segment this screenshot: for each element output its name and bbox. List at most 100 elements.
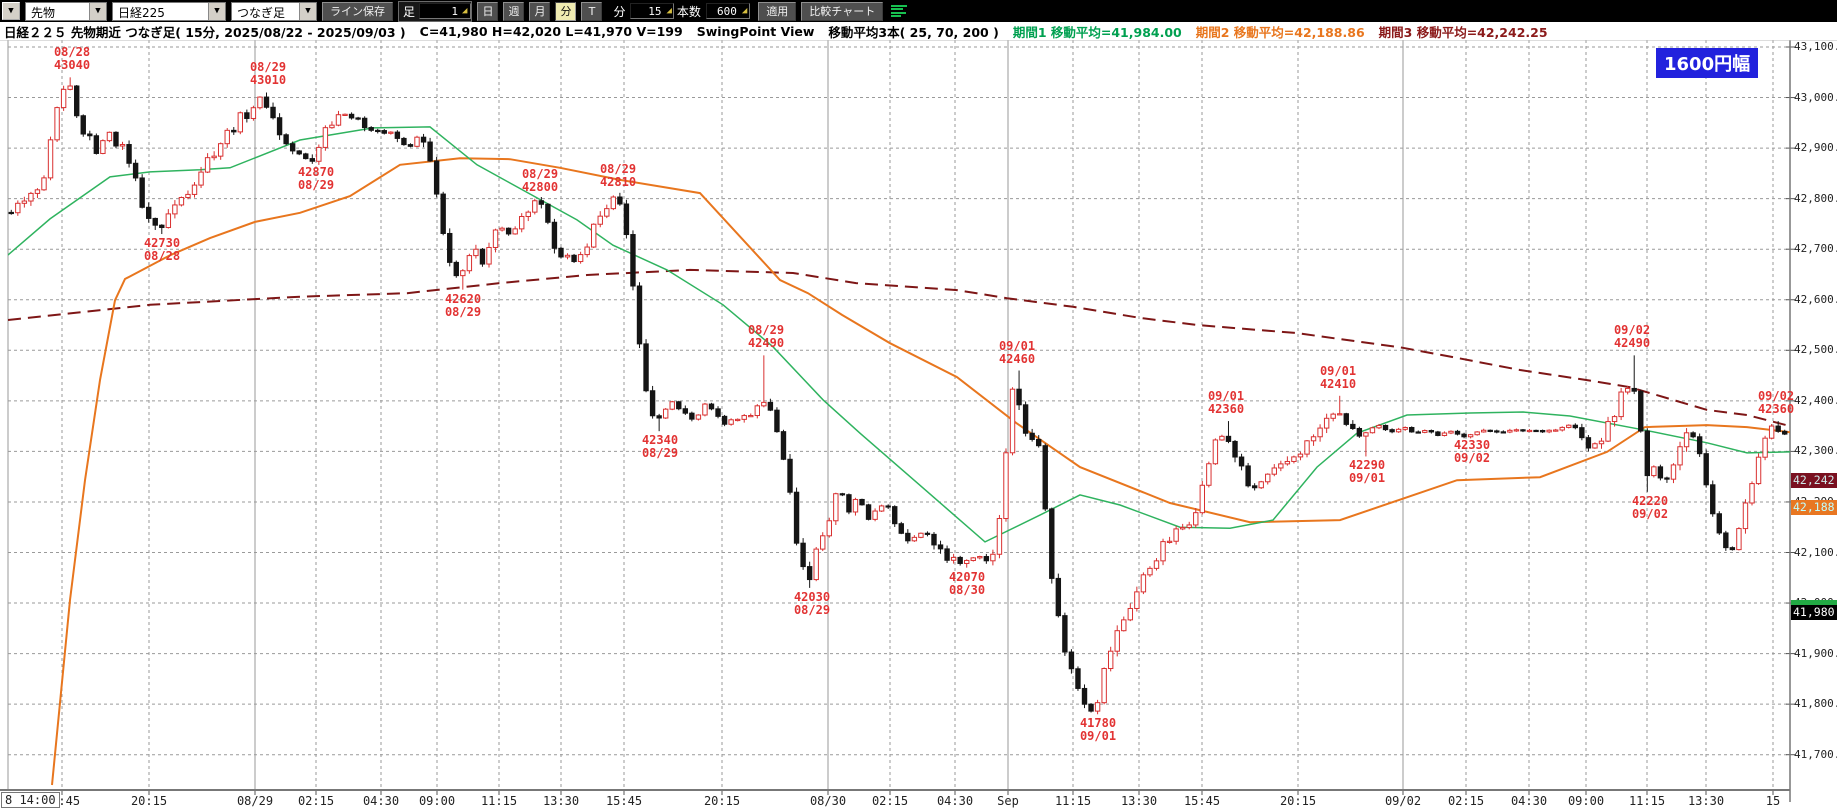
chevron-down-icon[interactable]: ▼ bbox=[89, 2, 106, 20]
market-select[interactable]: 先物 ▼ bbox=[25, 1, 107, 21]
x-axis-tick-label: 11:15 bbox=[480, 794, 518, 808]
bar-interval-group: 足 ◢ bbox=[398, 0, 473, 22]
swing-point-label: 09/02 42360 bbox=[1757, 389, 1795, 417]
swing-point-label: 42340 08/29 bbox=[641, 433, 679, 461]
swing-point-label: 08/29 42490 bbox=[747, 323, 785, 351]
spinner-icon[interactable]: ◢ bbox=[741, 6, 748, 16]
minute-interval-input[interactable] bbox=[630, 3, 675, 19]
compare-chart-button[interactable]: 比較チャート bbox=[801, 1, 884, 21]
chevron-down-icon[interactable]: ▼ bbox=[208, 2, 225, 20]
x-axis-tick-label: 15:45 bbox=[605, 794, 643, 808]
y-axis-tick-label: 41,700. bbox=[1794, 747, 1837, 761]
swing-point-label: 42030 08/29 bbox=[793, 589, 831, 617]
swing-point-label: 42870 08/29 bbox=[297, 165, 335, 193]
swing-point-label: 42620 08/29 bbox=[444, 291, 482, 319]
swing-point-label: 09/01 42460 bbox=[998, 338, 1036, 366]
axis-price-badge: 41,980 bbox=[1791, 605, 1837, 621]
swing-point-label: 41780 09/01 bbox=[1079, 716, 1117, 744]
y-axis-tick-label: 42,900. bbox=[1794, 141, 1837, 155]
x-axis-tick-label: 13:30 bbox=[1120, 794, 1158, 808]
x-axis-tick-label: 11:15 bbox=[1054, 794, 1092, 808]
swing-point-label: 42070 08/30 bbox=[948, 569, 986, 597]
bar-count-input[interactable] bbox=[705, 3, 750, 19]
y-axis-tick-label: 41,800. bbox=[1794, 697, 1837, 711]
swing-point-label: 09/01 42410 bbox=[1319, 363, 1357, 391]
swing-point-label: 09/02 42490 bbox=[1613, 323, 1651, 351]
y-axis-tick-label: 42,300. bbox=[1794, 444, 1837, 458]
y-axis-tick-label: 42,500. bbox=[1794, 343, 1837, 357]
y-axis-tick-label: 42,400. bbox=[1794, 393, 1837, 407]
market-select-value: 先物 bbox=[31, 5, 56, 20]
swing-point-label: 09/01 42360 bbox=[1207, 389, 1245, 417]
x-axis-tick-label: 20:15 bbox=[130, 794, 168, 808]
indicator-list-icon[interactable] bbox=[891, 3, 909, 19]
ma-settings-label: 移動平均3本( 25, 70, 200 ) bbox=[828, 24, 999, 40]
bar-label: 足 bbox=[403, 4, 416, 19]
ohlc-readout: C=41,980 H=42,020 L=41,970 V=199 bbox=[419, 23, 683, 39]
axis-price-badge: 42,242. bbox=[1791, 472, 1837, 488]
x-axis-tick-label: 04:30 bbox=[362, 794, 400, 808]
x-axis-tick-label: 04:30 bbox=[936, 794, 974, 808]
swing-point-label: 42730 08/28 bbox=[143, 236, 181, 264]
swing-point-label: 08/29 43010 bbox=[249, 60, 287, 88]
symbol-select[interactable]: 日経225 ▼ bbox=[112, 1, 226, 21]
period-month-button[interactable]: 月 bbox=[529, 1, 551, 21]
ma1-value: 期間1 移動平均=41,984.00 bbox=[1012, 24, 1182, 40]
x-axis-tick-label: 09:00 bbox=[418, 794, 456, 808]
swing-point-label: 08/29 42800 bbox=[521, 166, 559, 194]
apply-button[interactable]: 適用 bbox=[758, 1, 797, 21]
y-axis-tick-label: 42,100. bbox=[1794, 545, 1837, 559]
x-axis-tick-label: 20:15 bbox=[703, 794, 741, 808]
swing-point-label: 42330 09/02 bbox=[1453, 438, 1491, 466]
x-axis-tick-label: Sep bbox=[997, 794, 1019, 808]
x-axis-tick-label: 08/30 bbox=[809, 794, 847, 808]
bar-interval-input[interactable] bbox=[419, 3, 472, 19]
x-axis-tick-label: 04:30 bbox=[1510, 794, 1548, 808]
x-axis-tick-label: 13:30 bbox=[1687, 794, 1725, 808]
x-axis-first-label: 8 14:00 bbox=[1, 792, 60, 808]
x-axis-tick-label: 11:15 bbox=[1628, 794, 1666, 808]
period-week-button[interactable]: 週 bbox=[503, 1, 525, 21]
bar-count-label: 本数 bbox=[676, 4, 701, 19]
y-axis-tick-label: 43,100. bbox=[1794, 40, 1837, 53]
x-axis-tick-label: 08/29 bbox=[236, 794, 274, 808]
minute-label: 分 bbox=[613, 4, 626, 19]
ma2-value: 期間2 移動平均=42,188.86 bbox=[1195, 24, 1365, 40]
period-day-button[interactable]: 日 bbox=[477, 1, 499, 21]
ma3-value: 期間3 移動平均=42,242.25 bbox=[1378, 24, 1548, 40]
y-axis-tick-label: 43,000. bbox=[1794, 90, 1837, 104]
x-axis-tick-label: 02:15 bbox=[297, 794, 335, 808]
x-axis-tick-label: 20:15 bbox=[1279, 794, 1317, 808]
symbol-select-value: 日経225 bbox=[118, 5, 165, 20]
y-axis-tick-label: 42,700. bbox=[1794, 242, 1837, 256]
period-tick-button[interactable]: T bbox=[581, 1, 603, 21]
x-axis-tick-label: 13:30 bbox=[542, 794, 580, 808]
x-axis-tick-label: 02:15 bbox=[871, 794, 909, 808]
chevron-down-icon[interactable]: ▼ bbox=[299, 2, 316, 20]
x-axis-tick-label: 09:00 bbox=[1567, 794, 1605, 808]
toolbar: ▼ 先物 ▼ 日経225 ▼ つなぎ足 ▼ ライン保存 足 ◢ 日 週 月 分 … bbox=[0, 0, 1837, 22]
spinner-icon[interactable]: ◢ bbox=[666, 6, 672, 16]
x-axis-tick-label: 09/02 bbox=[1384, 794, 1422, 808]
swing-point-label: 08/29 42810 bbox=[599, 161, 637, 189]
price-range-badge: 1600円幅 bbox=[1656, 48, 1759, 78]
save-lines-button[interactable]: ライン保存 bbox=[322, 1, 393, 21]
chart-title: 日経２２５ 先物期近 つなぎ足( 15分, 2025/08/22 - 2025/… bbox=[4, 24, 406, 40]
swing-point-label: 42220 09/02 bbox=[1631, 493, 1669, 521]
swing-point-label: 42290 09/01 bbox=[1348, 458, 1386, 486]
x-axis-tick-label: 15 bbox=[1765, 794, 1781, 808]
x-axis-tick-label: 15:45 bbox=[1183, 794, 1221, 808]
chart-type-select[interactable]: つなぎ足 ▼ bbox=[231, 1, 317, 21]
swing-point-label: 08/28 43040 bbox=[53, 45, 91, 73]
window-menu-dropdown[interactable]: ▼ bbox=[2, 2, 20, 20]
x-axis-tick-label: 02:15 bbox=[1447, 794, 1485, 808]
chart-type-select-value: つなぎ足 bbox=[237, 5, 286, 20]
swingpoint-label: SwingPoint View bbox=[696, 23, 815, 39]
y-axis-tick-label: 42,800. bbox=[1794, 191, 1837, 205]
chart-header: 日経２２５ 先物期近 つなぎ足( 15分, 2025/08/22 - 2025/… bbox=[0, 22, 1837, 40]
spinner-icon[interactable]: ◢ bbox=[462, 6, 468, 16]
axis-price-badge: 42,188. bbox=[1791, 500, 1837, 516]
period-minute-button[interactable]: 分 bbox=[555, 1, 577, 21]
